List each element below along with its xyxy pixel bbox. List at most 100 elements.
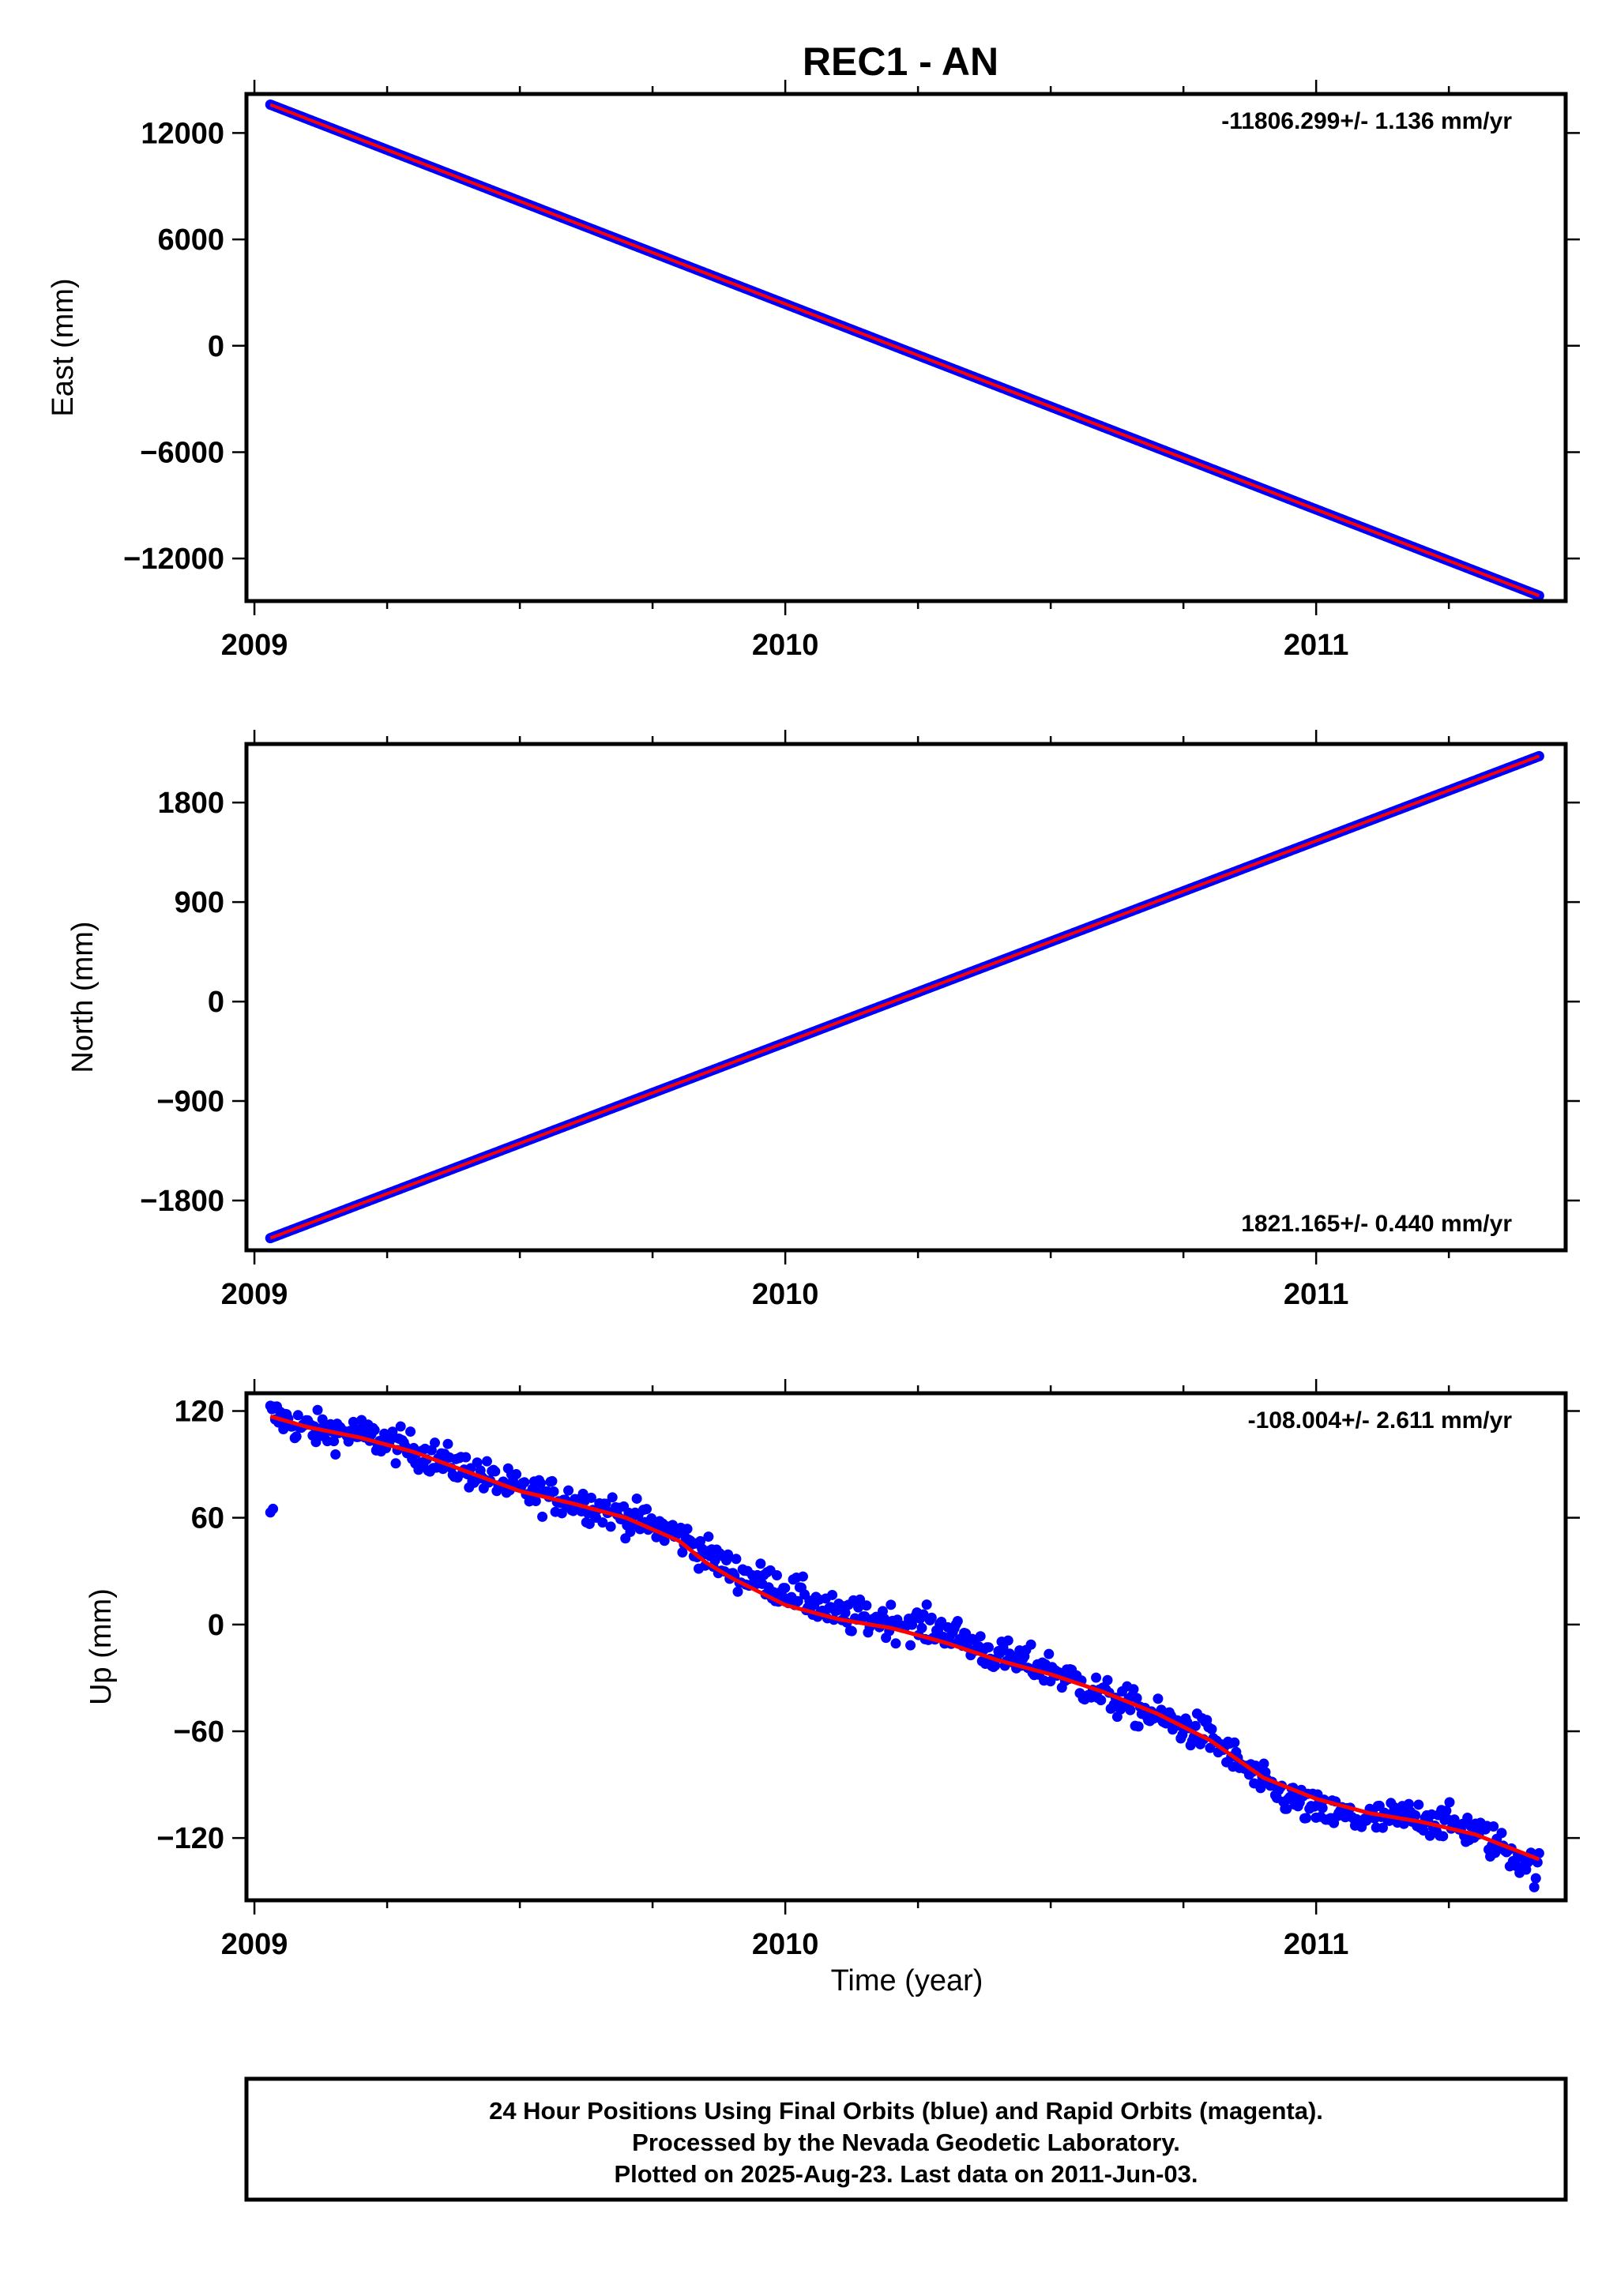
data-point bbox=[731, 1554, 742, 1565]
y-tick-label: −1800 bbox=[140, 1185, 224, 1218]
y-axis-label: North (mm) bbox=[66, 921, 100, 1073]
data-point bbox=[291, 1431, 302, 1442]
data-point bbox=[890, 1638, 901, 1649]
data-points bbox=[265, 1400, 1544, 1892]
data-point bbox=[855, 1594, 866, 1605]
y-tick-label: 900 bbox=[175, 886, 224, 919]
rate-label: 1821.165+/- 0.440 mm/yr bbox=[1241, 1211, 1512, 1237]
footer-frame bbox=[244, 2076, 1568, 2202]
data-point bbox=[983, 1642, 995, 1653]
data-point bbox=[921, 1599, 932, 1610]
data-point bbox=[395, 1421, 406, 1432]
footer-box: 24 Hour Positions Using Final Orbits (bl… bbox=[244, 2076, 1568, 2202]
data-point bbox=[268, 1503, 279, 1514]
y-tick-label: 1800 bbox=[157, 787, 224, 820]
data-point bbox=[771, 1569, 782, 1580]
rate-label: -108.004+/- 2.611 mm/yr bbox=[1248, 1407, 1513, 1434]
data-point bbox=[840, 1607, 851, 1618]
data-point bbox=[481, 1456, 492, 1467]
x-axis-label: Time (year) bbox=[831, 1964, 983, 1997]
data-point bbox=[1317, 1802, 1328, 1813]
plot-frame bbox=[244, 742, 1568, 1253]
data-point bbox=[732, 1586, 743, 1597]
data-point bbox=[827, 1589, 838, 1600]
data-point bbox=[905, 1640, 916, 1651]
y-tick-label: 120 bbox=[175, 1396, 224, 1429]
data-point bbox=[1102, 1674, 1113, 1685]
footer-line-2: Processed by the Nevada Geodetic Laborat… bbox=[632, 2129, 1180, 2156]
data-point bbox=[1533, 1847, 1544, 1858]
footer-line-1: 24 Hour Positions Using Final Orbits (bl… bbox=[489, 2097, 1323, 2125]
data-point bbox=[1229, 1737, 1240, 1748]
x-tick-label: 2011 bbox=[1284, 629, 1348, 662]
x-tick-label: 2011 bbox=[1284, 1278, 1348, 1311]
data-point bbox=[348, 1416, 359, 1427]
data-point bbox=[605, 1521, 616, 1532]
data-point bbox=[998, 1642, 1009, 1653]
x-tick-label: 2009 bbox=[221, 1928, 288, 1961]
data-point bbox=[926, 1612, 937, 1623]
data-point bbox=[312, 1404, 323, 1415]
data-point bbox=[1091, 1672, 1102, 1683]
data-point bbox=[548, 1486, 559, 1497]
data-point bbox=[846, 1625, 857, 1637]
plot-frame bbox=[244, 92, 1568, 603]
data-point bbox=[369, 1425, 380, 1436]
y-tick-label: −60 bbox=[174, 1715, 224, 1749]
data-point bbox=[585, 1492, 596, 1503]
model-line bbox=[269, 1414, 1540, 1862]
data-point bbox=[1410, 1810, 1421, 1821]
data-point bbox=[1441, 1806, 1452, 1817]
data-point bbox=[292, 1410, 303, 1421]
data-point bbox=[310, 1437, 322, 1448]
data-point bbox=[1190, 1720, 1201, 1731]
data-point bbox=[1096, 1695, 1107, 1706]
rate-label: -11806.299+/- 1.136 mm/yr bbox=[1221, 108, 1512, 134]
data-point bbox=[530, 1496, 541, 1507]
data-point bbox=[1496, 1828, 1507, 1839]
data-point bbox=[390, 1458, 401, 1469]
y-tick-label: 0 bbox=[208, 330, 224, 363]
data-point bbox=[797, 1571, 808, 1582]
data-point bbox=[519, 1477, 530, 1488]
data-point bbox=[461, 1452, 472, 1463]
data-point bbox=[1131, 1693, 1142, 1704]
x-tick-label: 2009 bbox=[221, 629, 288, 662]
y-axis-label: Up (mm) bbox=[85, 1588, 118, 1705]
y-tick-label: 0 bbox=[208, 986, 224, 1019]
data-point bbox=[429, 1437, 440, 1449]
data-point bbox=[317, 1414, 328, 1425]
data-point bbox=[886, 1599, 897, 1610]
data-point bbox=[607, 1492, 618, 1503]
data-point bbox=[1025, 1639, 1036, 1650]
data-point bbox=[723, 1549, 734, 1560]
data-point bbox=[1206, 1723, 1217, 1734]
panel-3: 120 60 0 −60 −120 2009 2010 2011 Up (mm) -108.004… bbox=[85, 1379, 1580, 1961]
data-point bbox=[1444, 1797, 1455, 1808]
y-tick-label: 60 bbox=[191, 1502, 224, 1535]
y-tick-label: −6000 bbox=[140, 436, 224, 469]
data-point bbox=[597, 1517, 608, 1528]
data-point bbox=[1413, 1799, 1424, 1810]
x-tick-label: 2010 bbox=[752, 629, 819, 662]
data-point bbox=[547, 1475, 558, 1486]
data-point bbox=[511, 1469, 522, 1480]
data-point bbox=[703, 1531, 714, 1543]
data-point bbox=[1128, 1684, 1139, 1695]
x-tick-label: 2010 bbox=[752, 1278, 819, 1311]
data-point bbox=[1301, 1813, 1312, 1824]
x-tick-label: 2010 bbox=[752, 1928, 819, 1961]
data-point bbox=[537, 1511, 548, 1522]
data-point bbox=[329, 1436, 340, 1447]
y-tick-label: −12000 bbox=[123, 543, 224, 576]
data-point bbox=[330, 1449, 341, 1460]
data-point bbox=[1488, 1821, 1499, 1832]
data-point bbox=[918, 1609, 929, 1620]
data-point bbox=[405, 1426, 416, 1437]
y-tick-label: −900 bbox=[156, 1085, 224, 1118]
data-point bbox=[641, 1504, 652, 1515]
data-point bbox=[755, 1558, 766, 1569]
x-tick-label: 2011 bbox=[1284, 1928, 1348, 1961]
y-tick-label: 6000 bbox=[157, 224, 224, 257]
